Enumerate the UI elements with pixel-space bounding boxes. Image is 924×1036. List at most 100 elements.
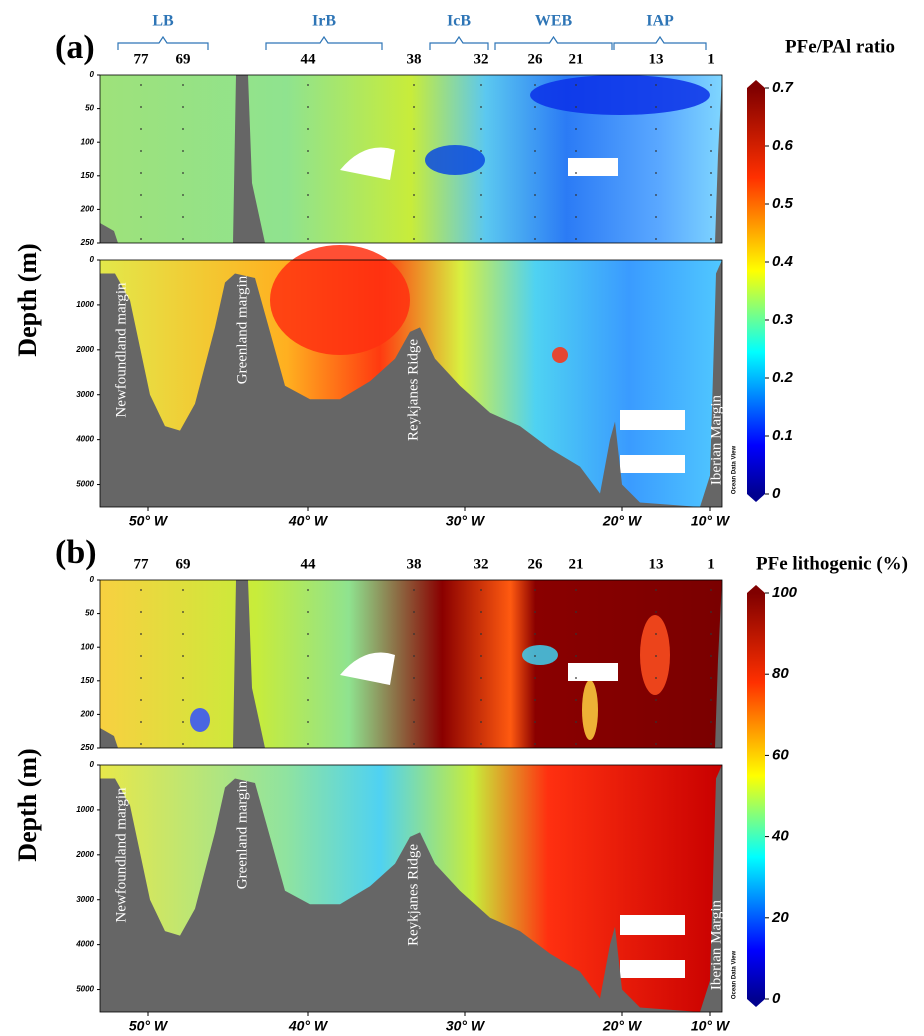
- sample-dot: [710, 611, 712, 613]
- sample-dot: [534, 172, 536, 174]
- sample-dot: [140, 589, 142, 591]
- sample-dot: [140, 194, 142, 196]
- sample-dot: [413, 743, 415, 745]
- sample-dot: [182, 238, 184, 240]
- y-axis-label: Depth (m): [13, 748, 42, 861]
- sample-dot: [480, 150, 482, 152]
- colorbar-tick-label: 0.1: [772, 427, 793, 444]
- basin-label: LB: [152, 13, 174, 30]
- sample-dot: [182, 655, 184, 657]
- station-label: 38: [407, 51, 422, 67]
- sample-dot: [307, 589, 309, 591]
- depth-tick-label: 50: [85, 609, 94, 618]
- depth-tick-label: 250: [80, 743, 95, 752]
- frame: [99, 764, 723, 1013]
- colorbar-tick-label: 60: [772, 746, 789, 763]
- topography: [100, 580, 722, 748]
- sample-dot: [575, 611, 577, 613]
- lon-tick-label: 40° W: [288, 513, 329, 529]
- sample-dot: [413, 84, 415, 86]
- sample-dot: [307, 655, 309, 657]
- no-data: [340, 147, 395, 180]
- colorbar-cap: [747, 80, 765, 88]
- sample-dot: [140, 150, 142, 152]
- colorbar-title: PFe lithogenic (%): [756, 553, 908, 574]
- sample-dot: [655, 721, 657, 723]
- no-data: [568, 663, 618, 681]
- colorbar-tick-label: 0.2: [772, 369, 794, 386]
- station-label: 44: [301, 51, 317, 67]
- sample-dot: [413, 633, 415, 635]
- topography-label: Iberian Margin: [708, 899, 724, 990]
- no-data: [620, 410, 685, 430]
- colorbar-tick-label: 0: [772, 990, 781, 1007]
- station-label: 38: [407, 556, 422, 572]
- sample-dot: [480, 611, 482, 613]
- sample-dot: [480, 238, 482, 240]
- sample-dot: [655, 633, 657, 635]
- sample-dot: [655, 172, 657, 174]
- sample-dot: [575, 699, 577, 701]
- sample-dot: [182, 743, 184, 745]
- sample-dot: [655, 106, 657, 108]
- sample-dot: [710, 238, 712, 240]
- sample-dot: [480, 216, 482, 218]
- sample-dot: [140, 633, 142, 635]
- sample-dot: [655, 655, 657, 657]
- depth-tick-label: 3000: [76, 895, 94, 904]
- colorbar: [747, 88, 765, 494]
- field-feature: [425, 145, 485, 175]
- sample-dot: [480, 655, 482, 657]
- sample-dot: [480, 633, 482, 635]
- sample-dot: [534, 238, 536, 240]
- sample-dot: [140, 106, 142, 108]
- topography-label: Greenland margin: [234, 275, 250, 384]
- colorbar-tick-label: 100: [772, 584, 798, 601]
- lon-tick-label: 40° W: [288, 1018, 329, 1034]
- sample-dot: [413, 589, 415, 591]
- lon-tick-label: 10° W: [691, 1018, 731, 1034]
- sample-dot: [655, 677, 657, 679]
- sample-dot: [307, 84, 309, 86]
- basin-label: IrB: [312, 13, 336, 30]
- sample-dot: [140, 721, 142, 723]
- basin-bracket: [117, 35, 209, 50]
- sample-dot: [534, 721, 536, 723]
- depth-tick-label: 3000: [76, 390, 94, 399]
- sample-dot: [413, 194, 415, 196]
- sample-dot: [655, 743, 657, 745]
- basin-bracket: [429, 35, 489, 50]
- depth-tick-label: 5000: [76, 480, 94, 489]
- depth-tick-label: 100: [81, 137, 95, 146]
- sample-dot: [710, 194, 712, 196]
- topography: [100, 765, 722, 1012]
- sample-dot: [710, 589, 712, 591]
- topography-label: Reykjanes Ridge: [405, 339, 421, 441]
- colorbar-cap: [747, 585, 765, 593]
- sample-dot: [307, 611, 309, 613]
- depth-tick-label: 250: [80, 238, 95, 247]
- sample-dot: [480, 699, 482, 701]
- sample-dot: [575, 106, 577, 108]
- sample-dot: [534, 216, 536, 218]
- sample-dot: [307, 194, 309, 196]
- depth-tick-label: 200: [80, 710, 95, 719]
- sample-dot: [534, 84, 536, 86]
- watermark: Ocean Data View: [732, 951, 738, 1000]
- sample-dot: [534, 743, 536, 745]
- sample-dot: [307, 172, 309, 174]
- sample-dot: [480, 194, 482, 196]
- sample-dot: [182, 128, 184, 130]
- sample-dot: [413, 172, 415, 174]
- sample-dot: [140, 743, 142, 745]
- sample-dot: [655, 84, 657, 86]
- depth-tick-label: 2000: [75, 345, 94, 354]
- no-data: [620, 455, 685, 473]
- sample-dot: [534, 633, 536, 635]
- depth-tick-label: 150: [81, 171, 95, 180]
- station-label: 77: [134, 51, 150, 67]
- sample-dot: [182, 106, 184, 108]
- colorbar-tick-label: 0.4: [772, 253, 794, 270]
- depth-tick-label: 2000: [75, 850, 94, 859]
- sample-dot: [534, 194, 536, 196]
